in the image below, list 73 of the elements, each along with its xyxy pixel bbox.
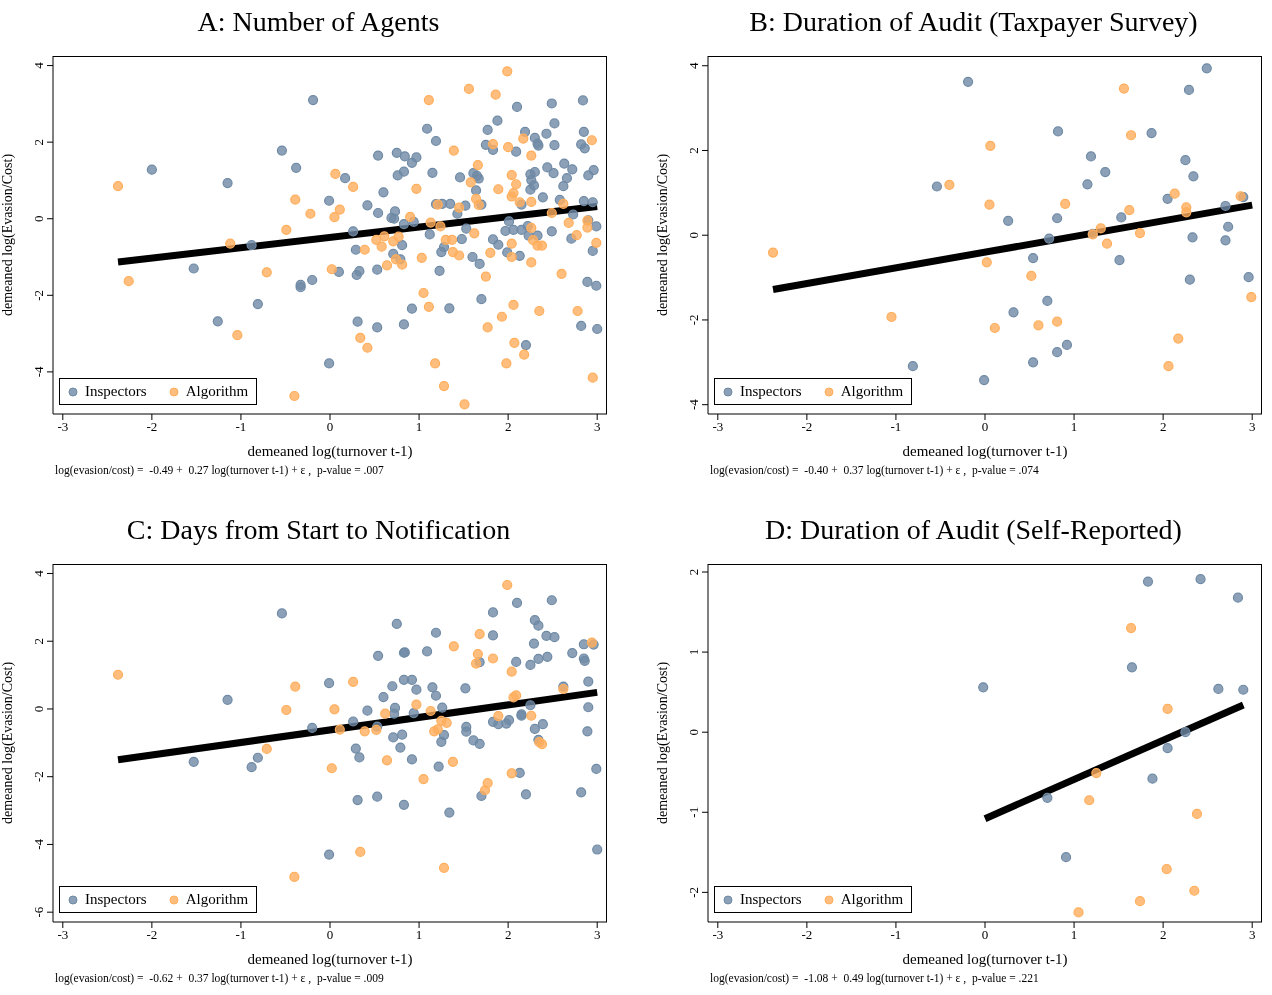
y-tick-label: 2 [686,147,701,154]
x-tick-label: 3 [593,419,601,435]
x-tick-label: 0 [981,927,989,943]
x-axis-title: demeaned log(turnover t-1) [902,951,1068,968]
y-tick-label: 4 [686,61,701,69]
text: log(evasion/cost) = -1.08 + 0.49 log(turnover t-1) + ε , p-value = .221 [709,972,1040,984]
x-tick-label: -1 [235,927,247,943]
x-tick-label: -1 [890,419,902,435]
y-tick-label: 2 [31,637,46,645]
y-tick-label: -4 [31,838,46,850]
x-axis-title: demeaned log(turnover t-1) [247,443,413,460]
text: log(evasion/cost) = -0.40 + 0.37 log(turnover t-1) + ε , p-value = .074 [709,464,1040,476]
legend-label: Inspectors [84,891,147,908]
y-tick-label: 0 [686,728,701,736]
legend-label: Inspectors [739,891,802,908]
x-tick-label: 1 [1070,927,1078,943]
legend-label: Algorithm [184,891,249,908]
y-tick-label: -4 [686,398,701,411]
y-tick-label: -2 [31,771,46,783]
y-tick-label: 0 [686,231,701,239]
x-tick-label: -2 [146,419,158,435]
text: log(evasion/cost) = -0.49 + 0.27 log(turnover t-1) + ε , p-value = .007 [54,464,385,476]
y-axis-title: demeaned log(Evasion/Cost) [654,661,671,825]
x-tick-label: 2 [1159,927,1167,943]
legend-label: Algorithm [839,383,904,400]
y-tick-label: -2 [686,314,701,326]
y-tick-label: 4 [31,61,46,69]
x-axis-title: demeaned log(turnover t-1) [902,443,1068,460]
x-tick-label: -3 [712,927,724,943]
x-tick-label: 0 [326,419,334,435]
y-tick-label: 0 [31,705,46,713]
x-tick-label: -3 [57,419,69,435]
y-tick-label: 0 [31,215,46,222]
y-axis-title: demeaned log(Evasion/Cost) [0,153,16,317]
x-tick-label: 3 [1248,927,1256,943]
chart-title: B: Duration of Audit (Taxpayer Survey) [748,5,1199,39]
chart-title: A: Number of Agents [196,5,441,39]
x-tick-label: 2 [504,927,512,943]
x-tick-label: -1 [890,927,902,943]
x-tick-label: -3 [57,927,69,943]
x-tick-label: 0 [981,419,989,435]
x-tick-label: 2 [1159,419,1167,435]
y-tick-label: -1 [686,806,701,818]
legend-label: Algorithm [184,383,249,400]
x-tick-label: -2 [146,927,158,943]
y-tick-label: 2 [31,138,46,146]
x-tick-label: 3 [1248,419,1256,435]
x-tick-label: 2 [504,419,512,435]
y-axis-title: demeaned log(Evasion/Cost) [654,153,671,317]
x-tick-label: -2 [801,927,813,943]
x-tick-label: 3 [593,927,601,943]
x-tick-label: -1 [235,419,247,435]
x-tick-label: 1 [1070,419,1078,435]
chart-title: C: Days from Start to Notification [125,513,512,547]
x-tick-label: -3 [712,419,724,435]
y-tick-label: -6 [31,906,46,918]
x-tick-label: 0 [326,927,334,943]
y-axis-title: demeaned log(Evasion/Cost) [0,661,16,825]
y-tick-label: 1 [686,648,701,656]
x-axis-title: demeaned log(turnover t-1) [247,951,413,968]
y-tick-label: -4 [31,365,46,378]
y-tick-label: 2 [686,568,701,576]
legend-label: Algorithm [839,891,904,908]
y-tick-label: 4 [31,569,46,577]
legend-label: Inspectors [84,383,147,400]
x-tick-label: 1 [415,927,423,943]
y-tick-label: -2 [686,886,701,898]
x-tick-label: -2 [801,419,813,435]
y-tick-label: -2 [31,289,46,301]
chart-title: D: Duration of Audit (Self-Reported) [764,513,1183,547]
legend-label: Inspectors [739,383,802,400]
text: log(evasion/cost) = -0.62 + 0.37 log(turnover t-1) + ε , p-value = .009 [54,972,385,984]
x-tick-label: 1 [415,419,423,435]
